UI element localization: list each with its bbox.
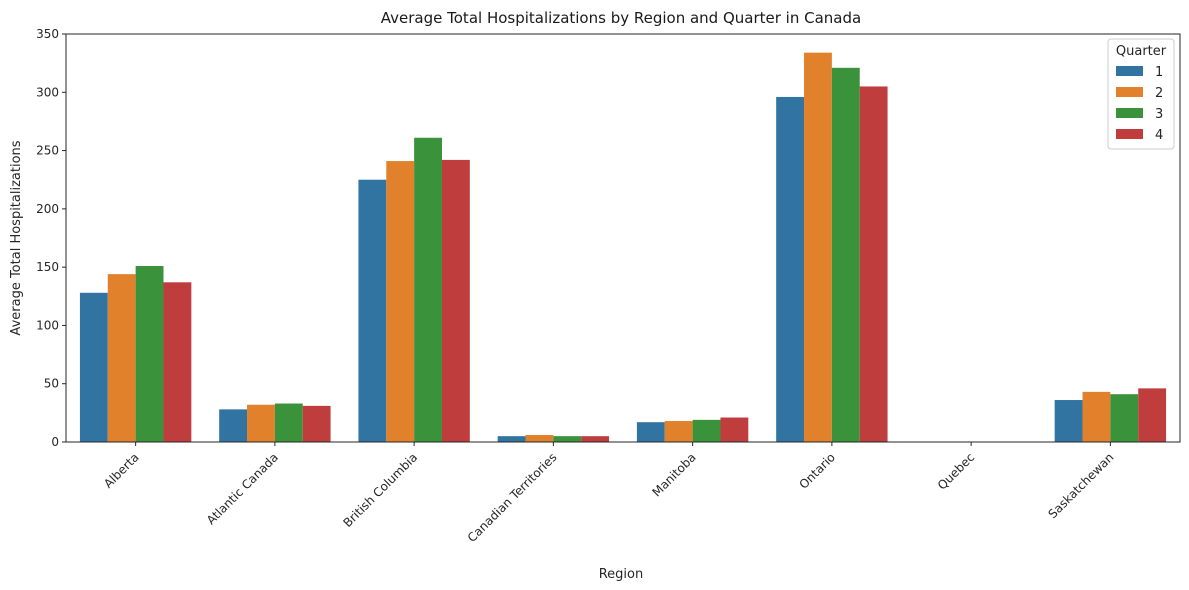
legend-swatch [1116,108,1143,118]
legend-swatch [1116,129,1143,139]
x-tick-label: Alberta [101,450,142,491]
bar-alberta-q3 [135,265,164,442]
bar-manitoba-q3 [692,419,721,442]
bar-atlantic-canada-q1 [219,409,248,442]
bar-ontario-q4 [859,86,888,443]
bar-saskatchewan-q1 [1054,400,1083,442]
plot-area [65,33,1181,443]
bar-ontario-q3 [831,67,860,442]
bar-british-columbia-q4 [441,159,470,442]
x-axis: Alberta Atlantic Canada British Columbia Ca… [101,442,1116,545]
legend-swatch [1116,87,1143,97]
y-tick-label: 100 [36,318,59,332]
bar-ontario-q1 [776,96,805,442]
legend: Quarter 1 2 3 4 [1107,38,1175,150]
bar-canadian-territories-q2 [525,435,554,442]
x-tick-label: Atlantic Canada [204,450,281,527]
bar-atlantic-canada-q4 [302,405,331,442]
legend-title: Quarter [1116,44,1167,59]
x-tick-label: Ontario [796,450,838,492]
x-axis-label: Region [599,567,644,582]
y-tick-label: 0 [51,435,59,449]
bar-british-columbia-q2 [386,161,415,442]
bar-canadian-territories-q3 [553,436,582,442]
bar-atlantic-canada-q3 [274,403,303,442]
x-tick-label: Quebec [935,450,977,492]
bar-saskatchewan-q2 [1082,391,1111,442]
x-tick-label: Manitoba [649,450,698,499]
y-axis: 0 50 100 150 200 250 300 350 [36,27,66,449]
bar-british-columbia-q1 [358,179,387,442]
bar-alberta-q4 [163,282,192,442]
legend-label: 4 [1155,128,1163,143]
bar-ontario-q2 [804,52,832,443]
legend-label: 3 [1155,107,1163,122]
bar-manitoba-q1 [636,422,665,442]
legend-label: 2 [1155,86,1163,101]
bar-canadian-territories-q4 [581,436,610,442]
y-tick-label: 300 [36,85,59,99]
bar-canadian-territories-q1 [497,436,526,442]
bar-british-columbia-q3 [414,137,442,442]
bar-manitoba-q4 [720,417,749,442]
y-tick-label: 250 [36,144,59,158]
y-axis-label: Average Total Hospitalizations [9,140,24,335]
y-tick-label: 50 [44,377,59,391]
bar-saskatchewan-q4 [1138,388,1167,442]
y-tick-label: 150 [36,260,59,274]
legend-label: 1 [1155,65,1163,80]
x-tick-label: Saskatchewan [1046,450,1117,521]
bar-alberta-q2 [107,274,136,442]
legend-swatch [1116,66,1143,76]
bar-manitoba-q2 [664,421,693,442]
chart-title: Average Total Hospitalizations by Region… [381,9,861,27]
y-tick-label: 200 [36,202,59,216]
bar-alberta-q1 [79,292,108,442]
plot-frame [65,33,1181,443]
y-tick-label: 350 [36,27,59,41]
x-tick-label: British Columbia [340,450,420,530]
bar-atlantic-canada-q2 [247,404,275,442]
bar-saskatchewan-q3 [1110,394,1139,442]
x-tick-label: Canadian Territories [465,450,560,545]
